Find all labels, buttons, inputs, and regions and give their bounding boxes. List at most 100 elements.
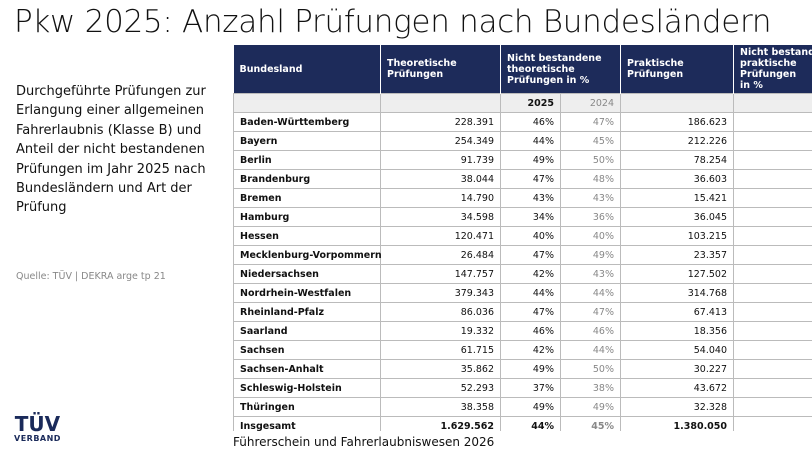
table-cell: 1.629.562 (380, 416, 501, 431)
table-cell: 42% (500, 264, 561, 284)
table-cell: 36% (733, 264, 812, 284)
table-cell: 38% (733, 188, 812, 208)
table-cell: 35% (733, 131, 812, 151)
table-cell: Bayern (233, 131, 381, 151)
table-cell: 15.421 (620, 188, 735, 208)
table-cell: 50% (559, 150, 622, 170)
table-cell: Saarland (233, 321, 381, 341)
table-cell: 42% (733, 397, 812, 417)
table-cell: 30.227 (620, 359, 735, 379)
table-cell: 47% (559, 112, 622, 132)
table-cell: 43.672 (620, 378, 735, 398)
table-cell: 40% (559, 226, 622, 246)
year-header: 2025 (733, 93, 812, 113)
table-cell: 49% (500, 359, 561, 379)
table-cell: 34% (733, 226, 812, 246)
table-cell: 45% (559, 416, 622, 431)
cell (380, 93, 501, 113)
table-cell: 37% (733, 416, 812, 431)
header-row: Bundesland Theoretische Prüfungen Nicht be… (233, 45, 812, 94)
table-cell: 212.226 (620, 131, 735, 151)
table-cell: 49% (559, 245, 622, 265)
column-header: Nicht bestandene praktische Prüfungen in… (733, 45, 812, 94)
table-cell: Rheinland-Pfalz (233, 302, 381, 322)
table-cell: 44% (733, 359, 812, 379)
table-cell: 23.357 (620, 245, 735, 265)
table-cell: 47% (500, 302, 561, 322)
table-cell: 47% (500, 245, 561, 265)
table-cell: 91.739 (380, 150, 501, 170)
table-cell: 47% (733, 207, 812, 227)
table-cell: 314.768 (620, 283, 735, 303)
description: Durchgeführte Prüfungen zur Erlangung ein… (16, 82, 206, 218)
table-cell: 48% (733, 150, 812, 170)
table-cell: Nordrhein-Westfalen (233, 283, 381, 303)
table-cell: 254.349 (380, 131, 501, 151)
table-cell: 14.790 (380, 188, 501, 208)
table-cell: 67.413 (620, 302, 735, 322)
description-line: Prüfung (16, 200, 67, 216)
cell (233, 93, 381, 113)
table-cell: Brandenburg (233, 169, 381, 189)
logo-sub: VERBAND (14, 434, 61, 443)
table-cell: 44% (559, 340, 622, 360)
table-cell: 42% (500, 340, 561, 360)
table-cell: 34% (500, 207, 561, 227)
table-cell: 38.358 (380, 397, 501, 417)
description-line: Prüfungen im Jahr 2025 nach (16, 161, 206, 177)
table-cell: 47% (559, 302, 622, 322)
table-cell: 44% (733, 321, 812, 341)
table-cell: 44% (500, 283, 561, 303)
table-cell: 40% (500, 226, 561, 246)
column-header: Bundesland (233, 45, 381, 94)
column-header: Theoretische Prüfungen (380, 45, 501, 94)
table-cell: Sachsen (233, 340, 381, 360)
table-cell: 43% (559, 264, 622, 284)
table-cell: 46% (559, 321, 622, 341)
description-line: Durchgeführte Prüfungen zur (16, 84, 206, 99)
table-cell: 52.293 (380, 378, 501, 398)
table-cell: 26.484 (380, 245, 501, 265)
table-cell: 228.391 (380, 112, 501, 132)
table-cell: 49% (559, 397, 622, 417)
table: Bundesland Theoretische Prüfungen Nicht be… (233, 45, 812, 431)
table-cell: 379.343 (380, 283, 501, 303)
table-cell: 38% (559, 378, 622, 398)
source: Quelle: TÜV | DEKRA arge tp 21 (16, 271, 166, 282)
table-cell: 47% (500, 169, 561, 189)
table-cell: 127.502 (620, 264, 735, 284)
table-cell: Sachsen-Anhalt (233, 359, 381, 379)
logo-name: TÜV (14, 412, 61, 436)
table-cell: Mecklenburg-Vorpommern (233, 245, 382, 265)
description-line: Bundesländern und Art der (16, 181, 192, 197)
table-cell: 34.598 (380, 207, 501, 227)
table-cell: 37% (733, 112, 812, 132)
table-cell: 32.328 (620, 397, 735, 417)
table-cell: 49% (500, 150, 561, 170)
description-line: Fahrerlaubnis (Klasse B) und (16, 122, 202, 138)
column-header: Praktische Prüfungen (620, 45, 735, 94)
cell (620, 93, 735, 113)
table-cell: 45% (559, 131, 622, 151)
table-cell: Hessen (233, 226, 381, 246)
table-cell: 41% (733, 340, 812, 360)
table-cell: 35.862 (380, 359, 501, 379)
table-cell: 19.332 (380, 321, 501, 341)
table-cell: Bremen (233, 188, 381, 208)
table-cell: 1.380.050 (620, 416, 735, 431)
table-cell: 34% (733, 302, 812, 322)
table-cell: 35% (733, 283, 812, 303)
table-cell: 43% (733, 245, 812, 265)
description-line: Erlangung einer allgemeinen (16, 103, 205, 119)
table-cell: 48% (559, 169, 622, 189)
